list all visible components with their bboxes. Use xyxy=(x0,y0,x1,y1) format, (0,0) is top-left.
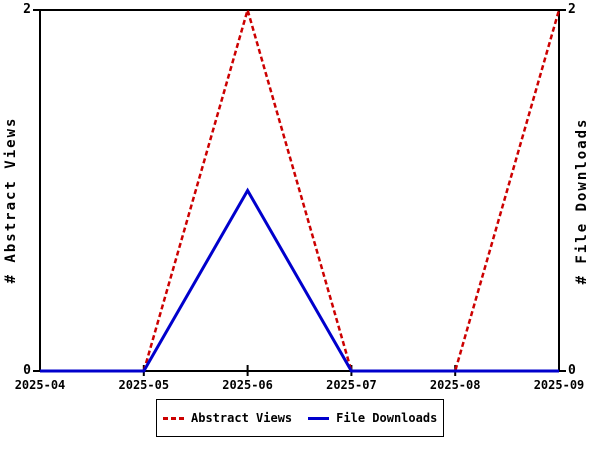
legend: Abstract Views File Downloads xyxy=(156,399,444,437)
x-tick-label-2025-07: 2025-07 xyxy=(326,378,377,392)
legend-label-abstract-views: Abstract Views xyxy=(191,411,293,425)
legend-item-abstract-views: Abstract Views xyxy=(163,411,292,425)
series-line-abstract-views xyxy=(40,5,561,373)
y-tick-label-left-min: 0 xyxy=(23,363,31,378)
y-tick-label-right-max: 2 xyxy=(568,2,576,17)
plot-border xyxy=(39,9,560,372)
legend-line-sample-file-downloads xyxy=(308,416,330,420)
series-line-file-downloads xyxy=(40,187,559,373)
x-tick-label-2025-09: 2025-09 xyxy=(533,378,585,392)
x-tick-label-2025-04: 2025-04 xyxy=(14,378,66,392)
x-tick-label-2025-08: 2025-08 xyxy=(429,378,481,392)
y-tick-label-left-max: 2 xyxy=(23,2,31,17)
x-tick-label-2025-06: 2025-06 xyxy=(222,378,273,392)
y-axis-label-left: # Abstract Views xyxy=(3,116,19,284)
y-tick-label-right-min: 0 xyxy=(568,363,576,378)
legend-line-sample-abstract-views xyxy=(163,416,184,420)
x-tick-label-2025-05: 2025-05 xyxy=(118,378,170,392)
legend-item-file-downloads: File Downloads xyxy=(308,411,437,425)
y-axis-label-right: # File Downloads xyxy=(574,117,590,285)
legend-label-file-downloads: File Downloads xyxy=(336,411,438,425)
